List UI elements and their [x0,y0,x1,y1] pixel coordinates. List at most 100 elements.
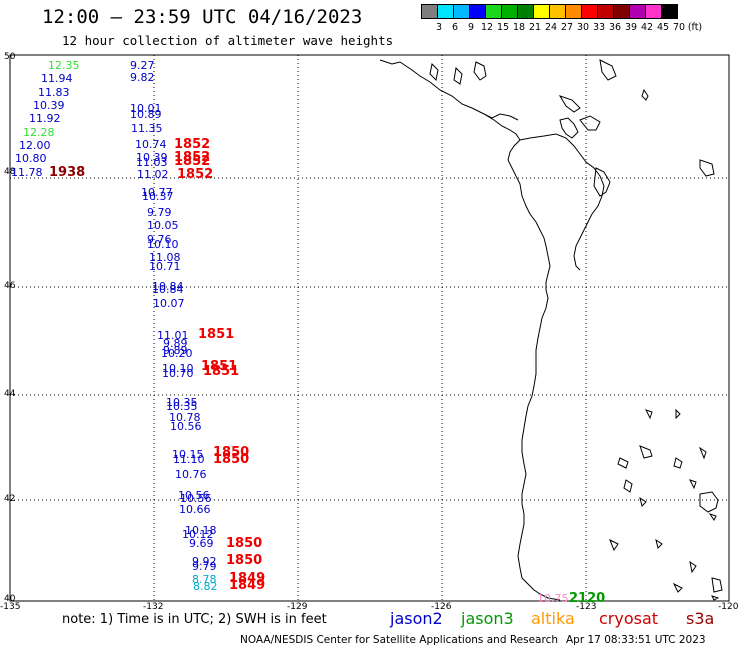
footer-timestamp: Apr 17 08:33:51 UTC 2023 [566,634,706,646]
pass-time: 1938 [49,165,86,180]
color-scale-label: 33 [592,22,606,33]
wave-height-value: 9.92 [192,555,217,568]
legend-altika: altika [531,609,575,628]
pass-time: 1849 [229,578,266,593]
legend-jason2: jason2 [390,609,443,628]
wave-height-value: 10.84 [152,283,184,296]
color-swatch [661,4,678,19]
wave-height-value: 10.10 [162,362,194,375]
pass-time: 1852 [174,150,211,165]
color-scale-label: 9 [467,22,475,33]
lat-label-46: 46 [4,281,16,291]
wave-height-value: 9.69 [189,537,214,550]
legend-cryosat: cryosat [599,609,659,628]
wave-height-value: 10.80 [15,152,47,165]
wave-height-value: 11.78 [11,166,43,179]
wave-height-value: 11.10 [173,453,205,466]
footer-credit: NOAA/NESDIS Center for Satellite Applica… [240,634,558,646]
wave-height-value: 10.74 [135,138,167,151]
wave-height-value: 8.82 [193,580,218,593]
pass-time: 1850 [226,536,263,551]
wave-height-value: 10.77 [141,186,173,199]
wave-height-value: 10.76 [175,468,207,481]
legend-jason3: jason3 [461,609,514,628]
wave-height-value: 10.78 [169,411,201,424]
wave-height-value: 10.89 [130,108,162,121]
wave-height-value: 11.35 [131,122,163,135]
pass-time: 2120 [569,591,606,606]
wave-height-value: 12.00 [19,139,51,152]
lat-label-48: 48 [4,167,16,177]
color-scale-bar [421,4,678,21]
coastline [379,59,723,601]
pass-time: 1851 [201,359,238,374]
wave-height-value: 10.20 [161,347,193,360]
pass-time: 1852 [177,167,214,182]
wave-height-value: 9.82 [130,71,155,84]
lat-label-42: 42 [4,494,16,504]
wave-height-value: 11.01 [157,329,189,342]
pass-time: 1852 [174,137,211,152]
lon-label-123: -123 [576,602,597,612]
lon-label-129: -129 [287,602,308,612]
color-scale-label: 45 [656,22,670,33]
wave-height-value: 10.18 [185,524,217,537]
wave-height-value: 9.79 [192,560,217,573]
color-scale-label: 24 [544,22,558,33]
pass-time: 1850 [226,553,263,568]
pass-time: 1850 [213,445,250,460]
color-scale-label: 3 [435,22,443,33]
wave-height-value: 10.84 [152,280,184,293]
wave-height-value: 9.27 [130,59,155,72]
wave-height-value: 10.12 [182,528,214,541]
wave-height-value: 10.39 [136,151,168,164]
lon-label-132: -132 [143,602,164,612]
pass-time: 1850 [213,452,250,467]
lon-label-126: -126 [431,602,452,612]
wave-height-value: 10.56 [180,492,212,505]
wave-height-value: 10.71 [149,260,181,273]
wave-height-value: 12.35 [48,59,80,72]
wave-height-value: 9.79 [147,206,172,219]
wave-height-value: 9.89 [163,337,188,350]
wave-height-value: 8.78 [192,573,217,586]
wave-height-value: 10.10 [147,238,179,251]
color-scale-label: 30 [576,22,590,33]
wave-height-value: 10.01 [130,102,162,115]
units-note: note: 1) Time is in UTC; 2) SWH is in fe… [62,612,327,627]
wave-height-value: 10.37 [142,190,174,203]
wave-height-value: 10.70 [162,367,194,380]
wave-height-value: 9.76 [147,233,172,246]
color-scale-label: 15 [496,22,510,33]
color-scale-label: 70 [672,22,686,33]
lon-label-135: -135 [0,602,21,612]
pass-time: 1852 [174,154,211,169]
wave-height-value: 10.35 [166,400,198,413]
wave-height-value: 12.28 [23,126,55,139]
wave-height-value: 10.39 [33,99,65,112]
wave-height-value: 11.08 [149,251,181,264]
map-frame [9,54,730,602]
wave-height-value: 10.75 [537,592,569,605]
color-scale-label: 18 [512,22,526,33]
wave-height-value: 11.03 [136,156,168,169]
wave-height-value: 11.92 [29,112,61,125]
legend-s3a: s3a [686,609,715,628]
pass-time: 1851 [198,327,235,342]
wave-height-value: 10.05 [147,219,179,232]
lon-label-120: -120 [718,602,739,612]
wave-height-value: 11.02 [137,168,169,181]
color-scale-label: 42 [640,22,654,33]
wave-height-value: 11.94 [41,72,73,85]
color-scale-label: 21 [528,22,542,33]
map-subtitle: 12 hour collection of altimeter wave hei… [62,33,394,48]
color-scale-label: 6 [451,22,459,33]
pass-time: 1851 [203,364,240,379]
lat-label-44: 44 [4,389,16,399]
wave-height-value: 10.35 [166,396,198,409]
color-scale-label: 39 [624,22,638,33]
wave-height-value: 10.56 [170,420,202,433]
wave-height-value: 10.56 [178,489,210,502]
